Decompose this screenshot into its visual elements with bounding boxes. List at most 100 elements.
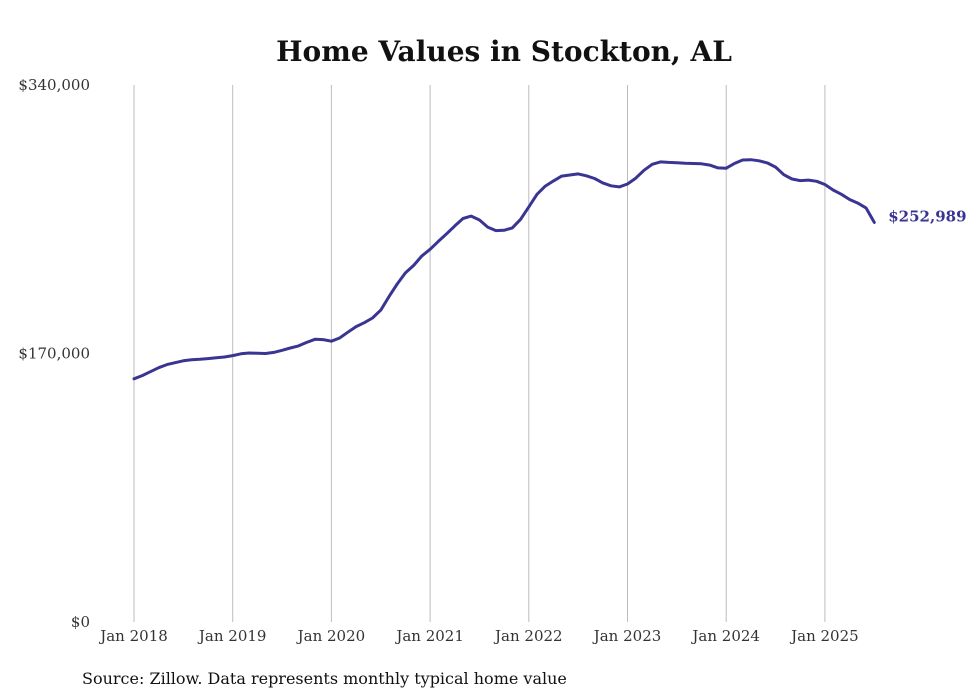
data-point bbox=[371, 317, 373, 319]
data-point bbox=[659, 161, 661, 163]
data-point bbox=[799, 179, 801, 181]
x-axis-ticks: Jan 2018 Jan 2019 Jan 2020 Jan 2021 Jan 2022… bbox=[98, 627, 858, 645]
data-point bbox=[281, 349, 283, 351]
data-point bbox=[314, 338, 316, 340]
data-point bbox=[585, 175, 587, 177]
y-tick-label: $340,000 bbox=[18, 76, 90, 94]
data-point bbox=[832, 189, 834, 191]
data-point bbox=[807, 179, 809, 181]
data-point bbox=[495, 229, 497, 231]
y-tick-label: $0 bbox=[71, 613, 90, 631]
data-point bbox=[355, 325, 357, 327]
data-point bbox=[577, 173, 579, 175]
data-point bbox=[256, 352, 258, 354]
data-point bbox=[536, 193, 538, 195]
end-value-label: $252,989 bbox=[888, 207, 966, 225]
data-point bbox=[709, 164, 711, 166]
data-point bbox=[297, 345, 299, 347]
data-point bbox=[700, 163, 702, 165]
data-point bbox=[511, 227, 513, 229]
data-point bbox=[166, 363, 168, 365]
x-tick-label: Jan 2021 bbox=[394, 627, 464, 645]
x-tick-label: Jan 2023 bbox=[592, 627, 662, 645]
x-tick-label: Jan 2024 bbox=[690, 627, 760, 645]
data-point bbox=[725, 167, 727, 169]
data-point bbox=[528, 206, 530, 208]
data-point bbox=[774, 166, 776, 168]
data-point bbox=[626, 183, 628, 185]
data-point bbox=[404, 272, 406, 274]
data-point bbox=[692, 162, 694, 164]
data-point bbox=[503, 229, 505, 231]
data-point bbox=[857, 202, 859, 204]
data-point bbox=[552, 180, 554, 182]
x-tick-label: Jan 2019 bbox=[197, 627, 267, 645]
data-point bbox=[733, 162, 735, 164]
series-layer: $252,989 bbox=[132, 158, 967, 381]
data-point bbox=[232, 354, 234, 356]
data-point bbox=[149, 370, 151, 372]
data-point bbox=[199, 358, 201, 360]
data-point bbox=[396, 283, 398, 285]
data-point bbox=[569, 174, 571, 176]
x-tick-label: Jan 2018 bbox=[98, 627, 168, 645]
data-point bbox=[215, 357, 217, 359]
data-point bbox=[470, 215, 472, 217]
data-point bbox=[667, 161, 669, 163]
data-point bbox=[174, 361, 176, 363]
data-point bbox=[264, 352, 266, 354]
data-point bbox=[182, 360, 184, 362]
data-point bbox=[873, 221, 875, 223]
y-axis-ticks: $0 $170,000 $340,000 bbox=[18, 76, 90, 631]
data-point bbox=[478, 219, 480, 221]
data-point bbox=[306, 341, 308, 343]
series-line bbox=[132, 158, 876, 381]
data-point bbox=[248, 352, 250, 354]
data-point bbox=[486, 226, 488, 228]
data-point bbox=[618, 186, 620, 188]
data-point bbox=[643, 169, 645, 171]
data-point bbox=[635, 177, 637, 179]
data-point bbox=[207, 357, 209, 359]
data-point bbox=[437, 240, 439, 242]
data-point bbox=[610, 185, 612, 187]
data-point bbox=[421, 255, 423, 257]
data-point bbox=[445, 233, 447, 235]
data-point bbox=[190, 359, 192, 361]
x-tick-label: Jan 2022 bbox=[493, 627, 563, 645]
data-point bbox=[791, 178, 793, 180]
data-point bbox=[593, 177, 595, 179]
data-point bbox=[347, 331, 349, 333]
data-point bbox=[223, 356, 225, 358]
data-point bbox=[783, 174, 785, 176]
data-point bbox=[363, 322, 365, 324]
data-point bbox=[133, 378, 135, 380]
data-point bbox=[412, 264, 414, 266]
data-point bbox=[758, 160, 760, 162]
data-point bbox=[289, 347, 291, 349]
data-point bbox=[330, 340, 332, 342]
data-point bbox=[561, 175, 563, 177]
data-point bbox=[766, 162, 768, 164]
data-point bbox=[651, 163, 653, 165]
data-point bbox=[240, 353, 242, 355]
data-point bbox=[429, 248, 431, 250]
data-point bbox=[388, 295, 390, 297]
source-note: Source: Zillow. Data represents monthly … bbox=[82, 669, 567, 688]
data-point bbox=[454, 225, 456, 227]
data-point bbox=[848, 198, 850, 200]
data-point bbox=[865, 207, 867, 209]
x-tick-label: Jan 2025 bbox=[789, 627, 859, 645]
data-point bbox=[824, 183, 826, 185]
data-point bbox=[676, 162, 678, 164]
data-point bbox=[815, 180, 817, 182]
data-point bbox=[273, 351, 275, 353]
data-point bbox=[840, 193, 842, 195]
gridlines bbox=[133, 85, 826, 622]
data-point bbox=[519, 218, 521, 220]
data-point bbox=[462, 217, 464, 219]
data-point bbox=[717, 167, 719, 169]
data-point bbox=[741, 159, 743, 161]
data-point bbox=[157, 367, 159, 369]
